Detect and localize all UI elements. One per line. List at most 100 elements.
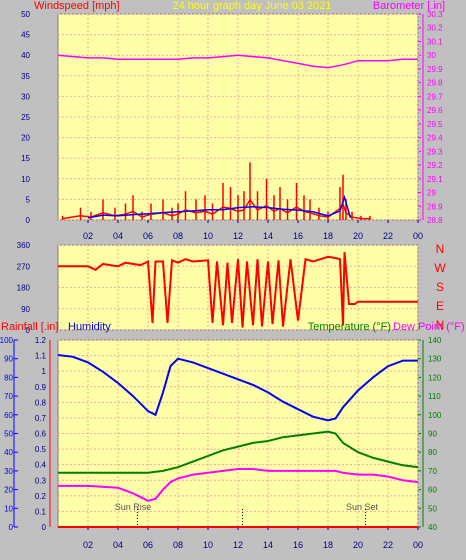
- barometer-ytick-label: 28.8: [427, 216, 443, 225]
- wind-xtick-label: 22: [383, 231, 393, 241]
- rain-ytick-label: 0.3: [35, 476, 47, 485]
- barometer-ytick-label: 30.3: [427, 10, 443, 19]
- wind-ytick-label: 15: [21, 154, 30, 163]
- compass-e: E: [436, 299, 444, 313]
- temperature-ytick-label: 70: [428, 467, 437, 476]
- barometer-ytick-label: 30.1: [427, 37, 443, 46]
- barometer-ytick-label: 29.7: [427, 92, 443, 101]
- humidity-ytick-label: 0: [9, 523, 14, 532]
- wind-xtick-label: 18: [323, 231, 333, 241]
- barometer-ytick-label: 29.1: [427, 175, 443, 184]
- humidity-xtick-label: 08: [173, 540, 183, 550]
- wind-ytick-label: 25: [21, 113, 30, 122]
- barometer-ytick-label: 28.9: [427, 202, 443, 211]
- wind-direction-panel: 0 90 180 270 360: [17, 241, 419, 335]
- temperature-ytick-label: 80: [428, 448, 437, 457]
- compass-s: S: [436, 280, 444, 294]
- humidity-ytick-label: 80: [4, 373, 13, 382]
- humidity-ytick-label: 60: [4, 411, 13, 420]
- wind-xtick-label: 12: [233, 231, 243, 241]
- compass-w: W: [434, 261, 446, 275]
- barometer-ytick-label: 29.9: [427, 65, 443, 74]
- direction-ytick-label: 360: [17, 241, 31, 250]
- wind-xtick-label: 16: [293, 231, 303, 241]
- humidity-xtick-label: 00: [413, 540, 423, 550]
- dew-point-line: [58, 468, 419, 502]
- wind-xtick-label: 14: [263, 231, 273, 241]
- wind-xtick-label: 02: [83, 231, 93, 241]
- wind-ytick-label: 30: [21, 92, 30, 101]
- wind-ytick-label: 10: [21, 175, 30, 184]
- humidity-ytick-label: 40: [4, 448, 13, 457]
- title: 24 hour graph day June 03 2021: [172, 0, 331, 12]
- wind-barometer-panel: 0 5 10 15 20 25 30 35 40 45 50 28.8 28.9 29 29.1 29.2 29…: [21, 10, 443, 241]
- wind-ytick-label: 45: [21, 31, 30, 40]
- temperature-line: [58, 430, 419, 474]
- barometer-axis-label: Barometer [.in]: [373, 0, 445, 12]
- humidity-temperature-panel: 010203040506070809010000.10.20.30.40.50.…: [0, 336, 442, 550]
- humidity-ytick-label: 30: [4, 467, 13, 476]
- barometer-ytick-label: 29: [427, 189, 436, 198]
- direction-ytick-label: 180: [17, 284, 31, 293]
- humidity-ytick-label: 10: [4, 504, 13, 513]
- humidity-ytick-label: 90: [4, 355, 13, 364]
- rain-ytick-label: 0.1: [35, 507, 47, 516]
- wind-xtick-label: 06: [143, 231, 153, 241]
- wind-ytick-label: 5: [26, 195, 31, 204]
- barometer-ytick-label: 29.6: [427, 106, 443, 115]
- wind-gust-line: [62, 198, 370, 220]
- humidity-ytick-label: 100: [0, 336, 14, 345]
- barometer-ytick-label: 29.2: [427, 161, 443, 170]
- sunset-label: Sun Set: [346, 502, 379, 512]
- wind-xtick-label: 00: [413, 231, 423, 241]
- humidity-ytick-label: 20: [4, 486, 13, 495]
- rain-ytick-label: 0.4: [35, 461, 47, 470]
- temperature-axis-label: Temperature (°F): [308, 321, 391, 333]
- humidity-xtick-label: 20: [353, 540, 363, 550]
- rain-ytick-label: 1: [42, 367, 47, 376]
- rain-ytick-label: 0.9: [35, 383, 47, 392]
- humidity-xtick-label: 18: [323, 540, 333, 550]
- temperature-ytick-label: 50: [428, 504, 437, 513]
- temperature-ytick-label: 90: [428, 430, 437, 439]
- wind-xtick-label: 20: [353, 231, 363, 241]
- humidity-xtick-label: 16: [293, 540, 303, 550]
- direction-ytick-label: 90: [21, 305, 30, 314]
- rain-ytick-label: 0.2: [35, 492, 47, 501]
- barometer-ytick-label: 29.5: [427, 120, 443, 129]
- barometer-ytick-label: 30: [427, 51, 436, 60]
- humidity-xtick-label: 04: [113, 540, 123, 550]
- rain-ytick-label: 1.2: [35, 336, 47, 345]
- wind-ytick-label: 40: [21, 51, 30, 60]
- compass-n-top: N: [436, 242, 445, 256]
- rain-ytick-label: 1.1: [35, 352, 47, 361]
- barometer-ytick-label: 29.4: [427, 134, 443, 143]
- humidity-xtick-label: 10: [203, 540, 213, 550]
- wind-xtick-label: 08: [173, 231, 183, 241]
- temperature-ytick-label: 120: [428, 373, 442, 382]
- rain-ytick-label: 0.6: [35, 430, 47, 439]
- temperature-ytick-label: 60: [428, 486, 437, 495]
- direction-ytick-label: 0: [26, 326, 31, 335]
- humidity-xtick-label: 02: [83, 540, 93, 550]
- temperature-ytick-label: 100: [428, 411, 442, 420]
- humidity-xtick-label: 14: [263, 540, 273, 550]
- barometer-line: [57, 54, 418, 69]
- humidity-xtick-label: 06: [143, 540, 153, 550]
- wind-xtick-label: 04: [113, 231, 123, 241]
- barometer-ytick-label: 30.2: [427, 24, 443, 33]
- barometer-ytick-label: 29.8: [427, 79, 443, 88]
- humidity-xtick-label: 12: [233, 540, 243, 550]
- direction-ytick-label: 270: [17, 262, 31, 271]
- humidity-line: [57, 354, 418, 422]
- rainfall-axis-label: Rainfall [.in]: [1, 321, 58, 333]
- wind-ytick-label: 50: [21, 10, 30, 19]
- humidity-ytick-label: 70: [4, 392, 13, 401]
- wind-ytick-label: 0: [26, 216, 31, 225]
- temperature-ytick-label: 110: [428, 392, 441, 401]
- dewpoint-axis-label: Dew Point (°F): [393, 321, 465, 333]
- temperature-ytick-label: 40: [428, 523, 437, 532]
- rain-ytick-label: 0: [42, 523, 47, 532]
- wind-xtick-label: 10: [203, 231, 213, 241]
